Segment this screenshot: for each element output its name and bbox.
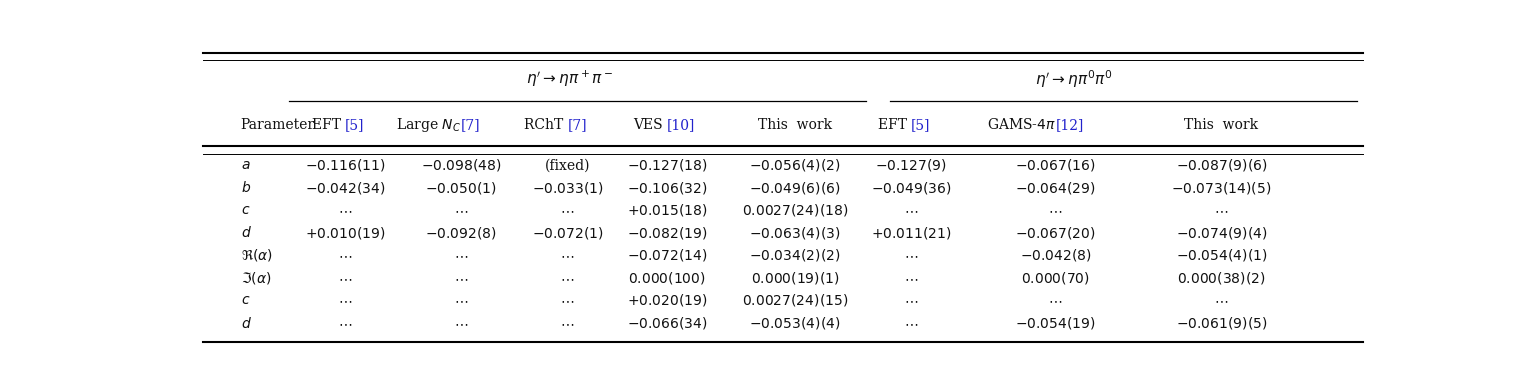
Text: $\cdots$: $\cdots$ (454, 293, 468, 307)
Text: $+0.020(19)$: $+0.020(19)$ (626, 292, 707, 308)
Text: $d$: $d$ (241, 316, 252, 331)
Text: $\cdots$: $\cdots$ (338, 293, 351, 307)
Text: [7]: [7] (567, 118, 587, 132)
Text: $\cdots$: $\cdots$ (454, 316, 468, 330)
Text: $-0.072(1)$: $-0.072(1)$ (532, 225, 604, 241)
Text: $0.0027(24)(15)$: $0.0027(24)(15)$ (741, 292, 848, 308)
Text: $\cdots$: $\cdots$ (454, 271, 468, 285)
Text: $-0.066(34)$: $-0.066(34)$ (626, 315, 707, 331)
Text: $-0.042(34)$: $-0.042(34)$ (304, 180, 385, 196)
Text: $0.0027(24)(18)$: $0.0027(24)(18)$ (741, 202, 848, 218)
Text: [12]: [12] (1056, 118, 1083, 132)
Text: [10]: [10] (668, 118, 695, 132)
Text: $-0.034(2)(2)$: $-0.034(2)(2)$ (749, 247, 840, 263)
Text: [5]: [5] (345, 118, 365, 132)
Text: $\cdots$: $\cdots$ (561, 271, 575, 285)
Text: $\cdots$: $\cdots$ (561, 316, 575, 330)
Text: $-0.074(9)(4)$: $-0.074(9)(4)$ (1175, 225, 1267, 241)
Text: $-0.087(9)(6)$: $-0.087(9)(6)$ (1175, 158, 1267, 174)
Text: $\cdots$: $\cdots$ (454, 248, 468, 262)
Text: $\eta^\prime \rightarrow \eta\pi^0\pi^0$: $\eta^\prime \rightarrow \eta\pi^0\pi^0$ (1034, 68, 1112, 90)
Text: $-0.049(36)$: $-0.049(36)$ (871, 180, 952, 196)
Text: $\Re(\alpha)$: $\Re(\alpha)$ (241, 247, 274, 263)
Text: $-0.050(1)$: $-0.050(1)$ (425, 180, 497, 196)
Text: $\cdots$: $\cdots$ (905, 293, 918, 307)
Text: $\cdots$: $\cdots$ (905, 316, 918, 330)
Text: RChT: RChT (524, 118, 567, 132)
Text: $\cdots$: $\cdots$ (1048, 293, 1062, 307)
Text: $-0.106(32)$: $-0.106(32)$ (626, 180, 707, 196)
Text: [7]: [7] (461, 118, 481, 132)
Text: This  work: This work (1184, 118, 1259, 132)
Text: $\cdots$: $\cdots$ (1048, 203, 1062, 217)
Text: $c$: $c$ (241, 293, 251, 307)
Text: $-0.116(11)$: $-0.116(11)$ (304, 158, 385, 174)
Text: $\cdots$: $\cdots$ (561, 248, 575, 262)
Text: $\cdots$: $\cdots$ (338, 316, 351, 330)
Text: $-0.127(9)$: $-0.127(9)$ (876, 158, 947, 174)
Text: $\Im(\alpha)$: $\Im(\alpha)$ (241, 270, 270, 286)
Text: $-0.098(48)$: $-0.098(48)$ (420, 158, 501, 174)
Text: $-0.061(9)(5)$: $-0.061(9)(5)$ (1175, 315, 1267, 331)
Text: $\cdots$: $\cdots$ (905, 248, 918, 262)
Text: $-0.042(8)$: $-0.042(8)$ (1019, 247, 1091, 263)
Text: Large $N_C$: Large $N_C$ (396, 116, 461, 134)
Text: $d$: $d$ (241, 225, 252, 240)
Text: EFT: EFT (312, 118, 345, 132)
Text: $\cdots$: $\cdots$ (1215, 203, 1229, 217)
Text: $-0.072(14)$: $-0.072(14)$ (626, 247, 707, 263)
Text: $-0.082(19)$: $-0.082(19)$ (626, 225, 707, 241)
Text: $0.000(38)(2)$: $0.000(38)(2)$ (1177, 270, 1265, 286)
Text: $-0.049(6)(6)$: $-0.049(6)(6)$ (749, 180, 840, 196)
Text: EFT: EFT (877, 118, 911, 132)
Text: $-0.054(4)(1)$: $-0.054(4)(1)$ (1175, 247, 1267, 263)
Text: $-0.056(4)(2)$: $-0.056(4)(2)$ (749, 158, 840, 174)
Text: $-0.033(1)$: $-0.033(1)$ (532, 180, 604, 196)
Text: $0.000(100)$: $0.000(100)$ (628, 270, 706, 286)
Text: $-0.063(4)(3)$: $-0.063(4)(3)$ (749, 225, 840, 241)
Text: $0.000(70)$: $0.000(70)$ (1021, 270, 1089, 286)
Text: $\cdots$: $\cdots$ (1215, 293, 1229, 307)
Text: $b$: $b$ (241, 181, 251, 195)
Text: $-0.092(8)$: $-0.092(8)$ (425, 225, 497, 241)
Text: $c$: $c$ (241, 203, 251, 217)
Text: $\cdots$: $\cdots$ (905, 203, 918, 217)
Text: $\cdots$: $\cdots$ (338, 203, 351, 217)
Text: $\cdots$: $\cdots$ (905, 271, 918, 285)
Text: $-0.067(16)$: $-0.067(16)$ (1015, 158, 1096, 174)
Text: $-0.064(29)$: $-0.064(29)$ (1015, 180, 1096, 196)
Text: $+0.015(18)$: $+0.015(18)$ (626, 202, 707, 218)
Text: (fixed): (fixed) (545, 158, 590, 172)
Text: $\cdots$: $\cdots$ (338, 248, 351, 262)
Text: $0.000(19)(1)$: $0.000(19)(1)$ (750, 270, 839, 286)
Text: $-0.127(18)$: $-0.127(18)$ (626, 158, 707, 174)
Text: $-0.073(14)(5)$: $-0.073(14)(5)$ (1170, 180, 1271, 196)
Text: $\cdots$: $\cdots$ (454, 203, 468, 217)
Text: $-0.054(19)$: $-0.054(19)$ (1015, 315, 1096, 331)
Text: $+0.010(19)$: $+0.010(19)$ (304, 225, 385, 241)
Text: [5]: [5] (911, 118, 931, 132)
Text: This  work: This work (758, 118, 833, 132)
Text: $\eta^\prime \rightarrow \eta\pi^+\pi^-$: $\eta^\prime \rightarrow \eta\pi^+\pi^-$ (526, 69, 614, 89)
Text: $\cdots$: $\cdots$ (561, 203, 575, 217)
Text: VES: VES (633, 118, 668, 132)
Text: $-0.067(20)$: $-0.067(20)$ (1015, 225, 1096, 241)
Text: $\cdots$: $\cdots$ (338, 271, 351, 285)
Text: GAMS-$4\pi$: GAMS-$4\pi$ (987, 117, 1056, 132)
Text: $+0.011(21)$: $+0.011(21)$ (871, 225, 952, 241)
Text: $-0.053(4)(4)$: $-0.053(4)(4)$ (749, 315, 840, 331)
Text: $a$: $a$ (241, 158, 251, 172)
Text: $\cdots$: $\cdots$ (561, 293, 575, 307)
Text: Parameter: Parameter (241, 118, 315, 132)
